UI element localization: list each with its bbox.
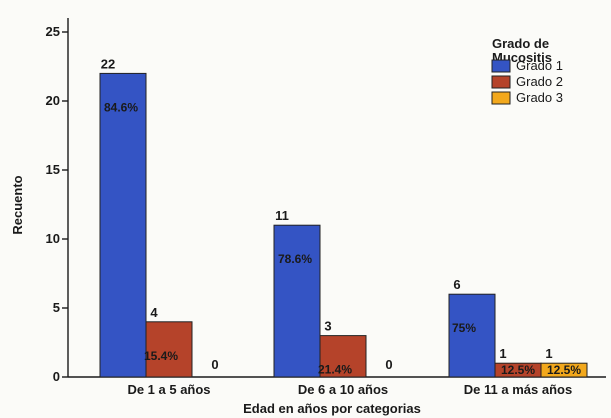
bar-percent-label: 15.4% bbox=[144, 349, 178, 363]
y-tick-label: 20 bbox=[46, 93, 60, 108]
bar-count-label: 1 bbox=[545, 346, 552, 361]
bar-percent-label: 78.6% bbox=[278, 252, 312, 266]
bar bbox=[99, 72, 147, 378]
bar-percent-label: 12.5% bbox=[547, 363, 581, 377]
x-axis-title: Edad en años por categorias bbox=[243, 401, 421, 416]
y-tick-label: 10 bbox=[46, 231, 60, 246]
legend-swatch bbox=[491, 75, 511, 89]
legend-item-label: Grado 3 bbox=[516, 90, 563, 105]
bar-count-label: 0 bbox=[211, 357, 218, 372]
legend-item-label: Grado 2 bbox=[516, 74, 563, 89]
bar bbox=[540, 362, 588, 378]
bar-count-label: 4 bbox=[150, 305, 158, 320]
bar-count-label: 22 bbox=[101, 56, 115, 71]
bar bbox=[273, 224, 321, 378]
legend-item-label: Grado 1 bbox=[516, 58, 563, 73]
bar-count-label: 3 bbox=[324, 319, 331, 334]
bar bbox=[448, 293, 496, 378]
legend-swatch bbox=[491, 91, 511, 105]
y-axis-title: Recuento bbox=[10, 175, 25, 234]
legend-swatch bbox=[491, 59, 511, 73]
x-category-label: De 11 a más años bbox=[464, 382, 572, 397]
y-tick-label: 0 bbox=[53, 369, 60, 384]
bar-percent-label: 21.4% bbox=[318, 363, 352, 377]
bar-count-label: 6 bbox=[453, 277, 460, 292]
x-category-label: De 1 a 5 años bbox=[127, 382, 210, 397]
bar-count-label: 1 bbox=[499, 346, 506, 361]
y-tick-label: 15 bbox=[46, 162, 60, 177]
legend-title: Grado de bbox=[492, 36, 549, 51]
bar bbox=[145, 321, 193, 378]
y-tick-label: 5 bbox=[53, 300, 60, 315]
bar-percent-label: 75% bbox=[452, 321, 476, 335]
bar-percent-label: 84.6% bbox=[104, 100, 138, 114]
bar bbox=[319, 335, 367, 378]
bar-percent-label: 12.5% bbox=[501, 363, 535, 377]
bar-count-label: 0 bbox=[385, 357, 392, 372]
bar-count-label: 11 bbox=[275, 208, 289, 223]
y-tick-label: 25 bbox=[46, 24, 60, 39]
x-category-label: De 6 a 10 años bbox=[298, 382, 388, 397]
